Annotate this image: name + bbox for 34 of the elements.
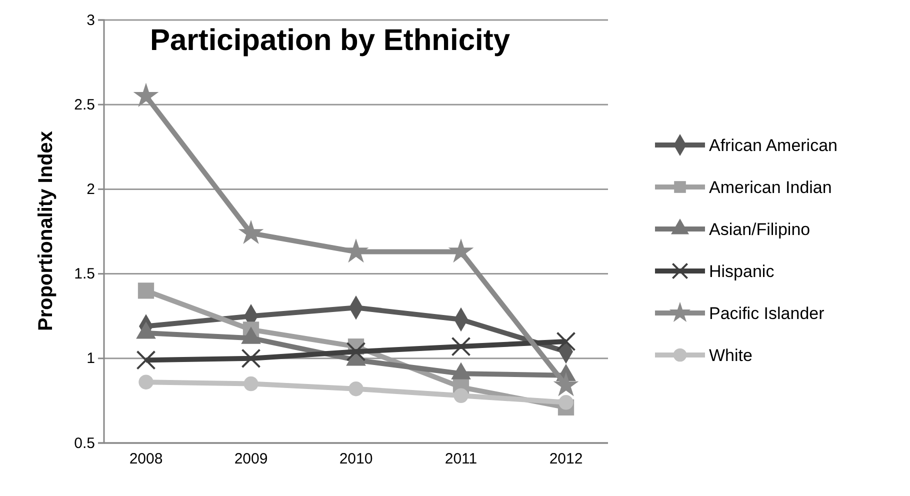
y-axis-title: Proportionality Index bbox=[35, 130, 57, 332]
point bbox=[348, 382, 364, 396]
point bbox=[346, 342, 366, 362]
point bbox=[553, 372, 579, 396]
point bbox=[241, 348, 261, 368]
legend-label: White bbox=[709, 346, 752, 365]
point bbox=[556, 332, 576, 352]
point bbox=[136, 350, 156, 370]
x-tick-label: 2009 bbox=[234, 450, 268, 468]
legend-label: Pacific Islander bbox=[709, 304, 825, 323]
y-tick-label: 2.5 bbox=[74, 96, 95, 114]
x-tick-label: 2008 bbox=[129, 450, 163, 468]
x-tick-label: 2010 bbox=[339, 450, 373, 468]
legend-label: African American bbox=[709, 136, 838, 155]
x-tick-label: 2011 bbox=[444, 450, 478, 468]
chart-title: Participation by Ethnicity bbox=[150, 24, 510, 57]
point bbox=[138, 282, 154, 299]
point bbox=[451, 336, 471, 356]
legend-label: Hispanic bbox=[709, 262, 775, 281]
point bbox=[133, 82, 159, 107]
legend-label: Asian/Filipino bbox=[709, 220, 810, 239]
point bbox=[244, 376, 258, 392]
y-tick-label: 1.5 bbox=[74, 266, 95, 283]
point bbox=[138, 374, 154, 390]
y-tick-label: 3 bbox=[86, 12, 95, 29]
point bbox=[238, 220, 264, 244]
point bbox=[558, 395, 574, 410]
y-tick-label: 2 bbox=[86, 181, 95, 198]
point bbox=[454, 388, 468, 403]
y-tick-label: 1 bbox=[86, 350, 95, 368]
x-tick-label: 2012 bbox=[549, 450, 583, 468]
point bbox=[448, 238, 474, 263]
y-tick-label: 0.5 bbox=[74, 434, 95, 452]
legend-label: American Indian bbox=[709, 178, 832, 197]
